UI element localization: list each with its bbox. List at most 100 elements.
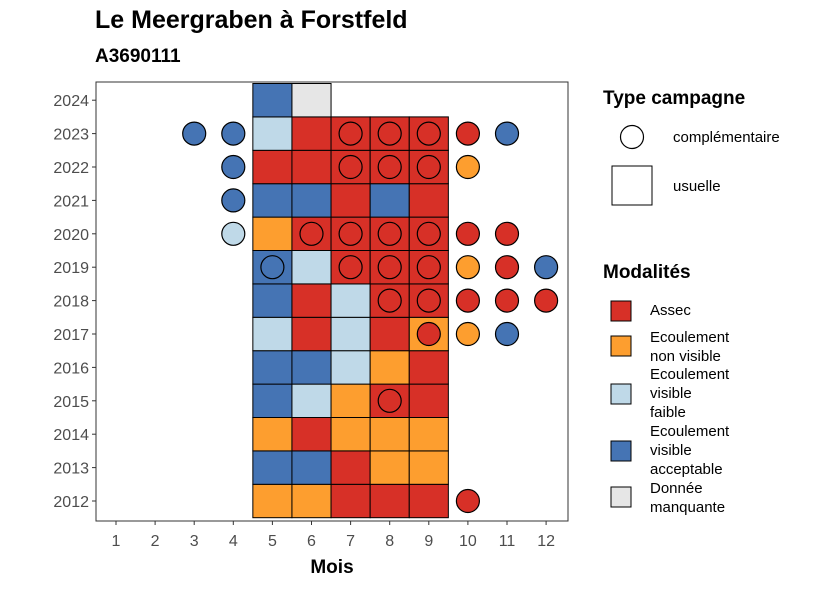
y-tick-label: 2017 [53, 327, 89, 344]
point-2017-9 [416, 321, 441, 347]
point-2018-11 [494, 288, 520, 313]
tile-2018-6 [291, 283, 332, 318]
tile-2021-7 [330, 183, 371, 218]
point-2019-12 [533, 255, 559, 280]
point-2015-8 [377, 388, 402, 413]
x-tick-label: 1 [112, 533, 121, 550]
tile-2014-8 [369, 417, 410, 452]
point-2020-4 [221, 221, 246, 246]
x-tick-label: 5 [268, 533, 277, 550]
legend-swatch-D [610, 486, 632, 508]
x-tick-label: 12 [537, 533, 555, 550]
x-tick-label: 7 [346, 533, 355, 550]
point-2022-4 [221, 154, 246, 180]
tile-2014-9 [408, 417, 449, 452]
chart-title: Le Meergraben à Forstfeld [95, 6, 408, 34]
tile-2024-6 [291, 83, 332, 118]
tile-2017-8 [369, 316, 410, 352]
legend-square-symbol [611, 165, 653, 206]
tile-2016-9 [408, 350, 449, 385]
x-tick-label: 6 [307, 533, 316, 550]
x-tick-label: 8 [385, 533, 394, 550]
tile-2014-5 [252, 417, 293, 452]
point-2020-8 [377, 221, 402, 246]
y-tick-label: 2020 [53, 227, 89, 244]
y-tick-label: 2013 [53, 461, 89, 478]
point-2023-11 [494, 121, 520, 146]
tile-2021-5 [252, 183, 293, 218]
tile-2022-6 [291, 149, 332, 185]
point-2019-5 [260, 255, 285, 280]
tile-2015-6 [291, 383, 332, 419]
point-2019-9 [416, 255, 441, 280]
point-2018-9 [416, 288, 441, 313]
legend-swatch-A [610, 300, 632, 322]
tile-2021-9 [408, 183, 449, 218]
chart-subtitle: A3690111 [95, 46, 181, 67]
tile-2013-5 [252, 450, 293, 485]
point-2023-10 [455, 121, 480, 146]
legend-label-complementaire: complémentaire [673, 129, 780, 146]
point-2022-7 [338, 154, 363, 180]
tile-2017-5 [252, 316, 293, 352]
y-tick-label: 2019 [53, 260, 89, 277]
point-2023-4 [221, 121, 246, 146]
y-tick-label: 2024 [53, 93, 89, 110]
tile-2016-6 [291, 350, 332, 385]
point-2019-10 [455, 255, 480, 280]
point-2022-10 [455, 154, 480, 180]
x-tick-label: 3 [190, 533, 199, 550]
point-2012-10 [455, 488, 480, 514]
y-tick-label: 2018 [53, 294, 89, 311]
point-2018-8 [377, 288, 402, 313]
tile-2019-6 [291, 250, 332, 285]
tile-2021-6 [291, 183, 332, 218]
point-2023-9 [416, 121, 441, 146]
tile-2016-7 [330, 350, 371, 385]
tile-2015-9 [408, 383, 449, 419]
legend-swatch-E [610, 335, 632, 357]
tile-2021-8 [369, 183, 410, 218]
point-2019-11 [494, 255, 520, 280]
tile-2013-9 [408, 450, 449, 485]
point-2022-9 [416, 154, 441, 180]
tile-2016-5 [252, 350, 293, 385]
legend-label-V: Ecoulement visible acceptable [650, 423, 730, 478]
x-tick-label: 9 [424, 533, 433, 550]
legend-swatch-F [610, 383, 632, 405]
point-2019-8 [377, 255, 402, 280]
legend-label-E: Ecoulement non visible [650, 329, 730, 365]
tile-2018-7 [330, 283, 371, 318]
point-2023-3 [182, 121, 207, 146]
legend-type-title: Type campagne [603, 88, 746, 109]
y-tick-label: 2016 [53, 360, 89, 377]
point-2020-10 [455, 221, 480, 246]
y-tick-label: 2012 [53, 494, 89, 511]
tile-2017-7 [330, 316, 371, 352]
y-tick-label: 2021 [53, 193, 89, 210]
x-tick-label: 11 [499, 533, 516, 550]
x-tick-label: 10 [459, 533, 477, 550]
tile-2014-7 [330, 417, 371, 452]
tile-2023-5 [252, 116, 293, 151]
tile-2022-5 [252, 149, 293, 185]
point-2017-10 [455, 321, 480, 347]
point-2018-12 [533, 288, 559, 313]
tile-2013-7 [330, 450, 371, 485]
tile-2015-5 [252, 383, 293, 419]
legend-label-usuelle: usuelle [673, 178, 721, 195]
plot-panel [95, 81, 569, 522]
tile-2015-7 [330, 383, 371, 419]
tile-2012-5 [252, 483, 293, 519]
point-2020-11 [494, 221, 520, 246]
y-tick-label: 2022 [53, 160, 89, 177]
tile-2018-5 [252, 283, 293, 318]
tile-2012-6 [291, 483, 332, 519]
point-2021-4 [221, 188, 246, 213]
legend-swatch-V [610, 440, 632, 462]
point-2020-6 [299, 221, 324, 246]
point-2018-10 [455, 288, 480, 313]
x-tick-label: 2 [151, 533, 160, 550]
tile-2013-6 [291, 450, 332, 485]
